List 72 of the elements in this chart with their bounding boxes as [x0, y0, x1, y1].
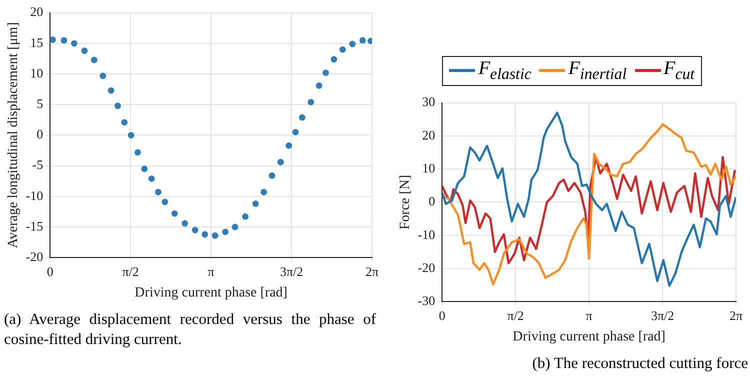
y-tick-label: 5	[36, 96, 44, 112]
point	[298, 114, 306, 121]
y-tick-label: -30	[418, 292, 436, 308]
point	[108, 87, 114, 94]
x-tick-label: π	[208, 264, 215, 279]
x-tick-label: π/2	[507, 308, 524, 323]
point	[171, 210, 178, 217]
point	[155, 188, 162, 196]
point	[349, 40, 356, 48]
point	[232, 224, 238, 230]
y-tick-label: -20	[418, 260, 436, 275]
point	[202, 231, 208, 238]
y-tick-label: 10	[30, 65, 44, 80]
point	[277, 158, 284, 166]
y-tick-label: 10	[422, 160, 436, 176]
x-tick-label: 3π/2	[650, 308, 674, 323]
y-tick-label: -20	[26, 249, 44, 264]
point	[359, 37, 366, 44]
y-tick-label: -15	[26, 218, 44, 234]
point	[81, 48, 88, 54]
point	[252, 200, 259, 207]
y-tick-label: 0	[36, 126, 44, 142]
point	[292, 128, 299, 136]
point	[162, 198, 168, 206]
y-tick-label: 20	[422, 127, 436, 142]
point	[148, 175, 155, 182]
point	[50, 36, 56, 43]
point	[330, 56, 338, 63]
legend-label: F$_{elastic}$	[478, 58, 532, 84]
x-tick-label: π	[586, 308, 593, 323]
text: (b) The reconstructed cutting force	[531, 354, 748, 374]
point	[182, 220, 188, 227]
point	[260, 188, 267, 196]
point	[134, 149, 141, 156]
legend-label: F$_{inertial}$	[568, 58, 627, 84]
point	[322, 70, 329, 76]
y-axis-title: Force [N]	[398, 174, 414, 230]
point	[339, 46, 346, 53]
text: (a) Average displacement recorded versus the phase of cosine-fitted driving current.	[4, 310, 376, 350]
y-tick-label: -5	[32, 157, 44, 172]
x-tick-label: 2π	[729, 308, 743, 323]
y-tick-label: -10	[26, 188, 44, 203]
y-tick-label: 30	[422, 94, 436, 110]
x-tick-label: 0	[438, 308, 446, 323]
point	[212, 232, 218, 239]
point	[316, 82, 322, 89]
x-tick-label: π/2	[122, 264, 139, 279]
point	[222, 228, 229, 236]
point	[128, 132, 134, 138]
x-axis-title: Driving current phase [rad]	[134, 285, 288, 300]
point	[60, 37, 68, 44]
x-tick-label: 3π/2	[280, 264, 304, 279]
point	[100, 72, 106, 80]
legend-label: F$_{cut}$	[664, 58, 695, 84]
y-tick-label: 0	[428, 193, 436, 208]
point	[121, 119, 128, 126]
y-axis-title: Average longitudinal displacement [μm]	[6, 22, 22, 248]
point	[71, 40, 78, 47]
point	[242, 213, 249, 220]
x-axis-title: Driving current phase [rad]	[512, 329, 666, 344]
y-tick-label: 15	[30, 34, 44, 50]
point	[141, 166, 148, 172]
y-tick-label: -10	[418, 226, 436, 242]
point	[308, 98, 314, 106]
point	[90, 56, 98, 64]
point	[286, 142, 292, 149]
x-tick-label: 0	[46, 264, 54, 279]
point	[192, 226, 198, 234]
y-tick-label: 20	[30, 4, 44, 20]
x-tick-label: 2π	[365, 264, 379, 279]
point	[268, 172, 276, 179]
point	[114, 102, 121, 110]
